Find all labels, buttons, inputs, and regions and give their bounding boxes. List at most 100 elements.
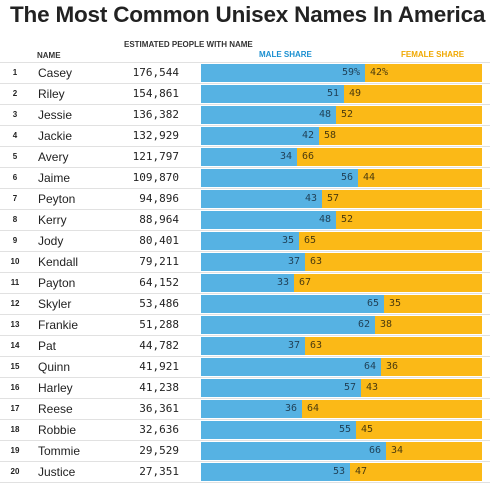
female-share-label: 52 xyxy=(341,109,354,120)
table-row: 19 Tommie 29,529 66 34 xyxy=(0,440,490,461)
male-share-label: 65 xyxy=(366,298,379,309)
male-share-bar xyxy=(201,379,361,397)
table-row: 9 Jody 80,401 35 65 xyxy=(0,230,490,251)
rank-label: 1 xyxy=(12,68,18,77)
estimated-people-value: 32,636 xyxy=(139,423,179,436)
table-row: 1 Casey 176,544 59% 42% xyxy=(0,62,490,83)
estimated-people-value: 88,964 xyxy=(139,213,179,226)
estimated-people-value: 41,921 xyxy=(139,360,179,373)
name-label: Jackie xyxy=(38,129,73,143)
male-share-bar xyxy=(201,232,299,250)
female-share-bar xyxy=(344,85,482,103)
rank-label: 3 xyxy=(12,110,18,119)
share-bar: 62 38 xyxy=(201,316,482,334)
share-bar: 66 34 xyxy=(201,442,482,460)
rank-label: 6 xyxy=(12,173,18,182)
male-share-label: 51 xyxy=(326,88,339,99)
name-label: Payton xyxy=(38,276,76,290)
name-label: Jessie xyxy=(38,108,73,122)
column-header-male-share: MALE SHARE xyxy=(259,50,312,59)
male-share-label: 36 xyxy=(284,403,297,414)
name-label: Reese xyxy=(38,402,73,416)
table-row: 4 Jackie 132,929 42 58 xyxy=(0,125,490,146)
female-share-label: 47 xyxy=(355,466,368,477)
name-label: Harley xyxy=(38,381,73,395)
share-bar: 48 52 xyxy=(201,106,482,124)
female-share-bar xyxy=(336,106,482,124)
name-label: Kerry xyxy=(38,213,67,227)
share-bar: 43 57 xyxy=(201,190,482,208)
male-share-bar xyxy=(201,337,305,355)
female-share-label: 64 xyxy=(307,403,320,414)
rank-label: 2 xyxy=(12,89,18,98)
table-row: 6 Jaime 109,870 56 44 xyxy=(0,167,490,188)
female-share-label: 42% xyxy=(370,67,389,78)
table-row: 7 Peyton 94,896 43 57 xyxy=(0,188,490,209)
rank-label: 13 xyxy=(10,320,20,329)
female-share-label: 58 xyxy=(324,130,337,141)
rank-label: 9 xyxy=(12,236,18,245)
male-share-bar xyxy=(201,64,365,82)
male-share-label: 56 xyxy=(340,172,353,183)
male-share-label: 33 xyxy=(276,277,289,288)
estimated-people-value: 80,401 xyxy=(139,234,179,247)
estimated-people-value: 41,238 xyxy=(139,381,179,394)
female-share-label: 35 xyxy=(389,298,402,309)
table-row: 17 Reese 36,361 36 64 xyxy=(0,398,490,419)
rank-label: 11 xyxy=(10,278,20,287)
table-row: 2 Riley 154,861 51 49 xyxy=(0,83,490,104)
estimated-people-value: 53,486 xyxy=(139,297,179,310)
share-bar: 53 47 xyxy=(201,463,482,481)
rank-label: 19 xyxy=(10,446,20,455)
male-share-bar xyxy=(201,211,336,229)
name-label: Frankie xyxy=(38,318,79,332)
male-share-bar xyxy=(201,274,294,292)
male-share-bar xyxy=(201,316,375,334)
name-label: Avery xyxy=(38,150,69,164)
table-row: 3 Jessie 136,382 48 52 xyxy=(0,104,490,125)
female-share-bar xyxy=(297,148,482,166)
rank-label: 10 xyxy=(10,257,20,266)
estimated-people-value: 132,929 xyxy=(132,129,179,142)
estimated-people-value: 121,797 xyxy=(132,150,179,163)
male-share-bar xyxy=(201,253,305,271)
table-row: 18 Robbie 32,636 55 45 xyxy=(0,419,490,440)
rank-label: 17 xyxy=(10,404,20,413)
column-header-female-share: FEMALE SHARE xyxy=(401,50,465,59)
male-share-bar xyxy=(201,463,350,481)
female-share-bar xyxy=(305,253,482,271)
male-share-bar xyxy=(201,127,319,145)
name-label: Justice xyxy=(38,465,76,479)
female-share-bar xyxy=(294,274,482,292)
male-share-label: 48 xyxy=(318,109,331,120)
female-share-label: 63 xyxy=(310,256,323,267)
female-share-bar xyxy=(356,421,482,439)
name-label: Riley xyxy=(38,87,65,101)
share-bar: 56 44 xyxy=(201,169,482,187)
chart-title: The Most Common Unisex Names In America xyxy=(10,2,486,27)
share-bar: 33 67 xyxy=(201,274,482,292)
male-share-bar xyxy=(201,169,358,187)
female-share-bar xyxy=(319,127,482,145)
male-share-label: 59% xyxy=(341,67,360,78)
share-bar: 51 49 xyxy=(201,85,482,103)
rank-label: 8 xyxy=(12,215,18,224)
female-share-label: 43 xyxy=(366,382,379,393)
male-share-label: 34 xyxy=(279,151,292,162)
female-share-label: 44 xyxy=(363,172,376,183)
name-label: Robbie xyxy=(38,423,77,437)
share-bar: 59% 42% xyxy=(201,64,482,82)
share-bar: 64 36 xyxy=(201,358,482,376)
share-bar: 35 65 xyxy=(201,232,482,250)
male-share-label: 35 xyxy=(281,235,294,246)
female-share-bar xyxy=(386,442,482,460)
estimated-people-value: 136,382 xyxy=(132,108,179,121)
estimated-people-value: 176,544 xyxy=(132,66,179,79)
male-share-bar xyxy=(201,106,336,124)
column-header-name: NAME xyxy=(37,51,61,60)
rank-label: 5 xyxy=(12,152,18,161)
name-label: Casey xyxy=(38,66,73,80)
male-share-bar xyxy=(201,85,344,103)
name-label: Skyler xyxy=(38,297,72,311)
share-bar: 57 43 xyxy=(201,379,482,397)
